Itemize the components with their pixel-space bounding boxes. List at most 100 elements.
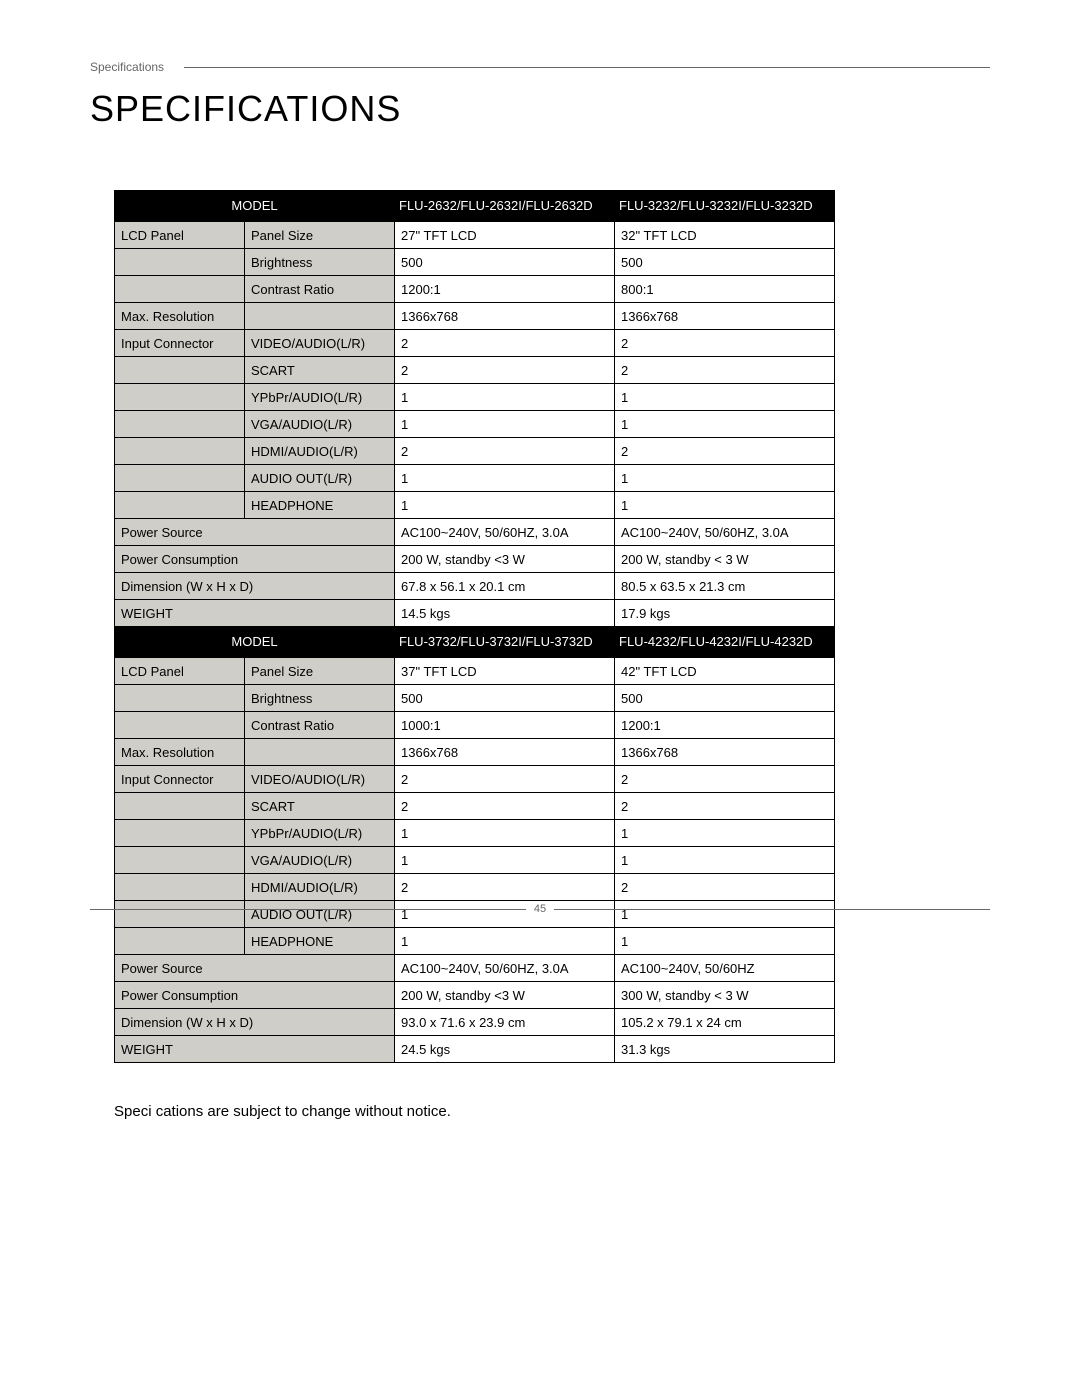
row-group: Power Source xyxy=(115,519,395,546)
spec-row: Power Consumption 200 W, standby <3 W 20… xyxy=(115,546,835,573)
row-label: AUDIO OUT(L/R) xyxy=(245,465,395,492)
row-label: YPbPr/AUDIO(L/R) xyxy=(245,384,395,411)
spec-row: WEIGHT 14.5 kgs 17.9 kgs xyxy=(115,600,835,627)
row-value-b: 2 xyxy=(615,357,835,384)
row-value-b: 1 xyxy=(615,411,835,438)
row-value-b: 32" TFT LCD xyxy=(615,222,835,249)
row-label: YPbPr/AUDIO(L/R) xyxy=(245,820,395,847)
row-group xyxy=(115,685,245,712)
row-label: SCART xyxy=(245,793,395,820)
spec-row: Max. Resolution 1366x768 1366x768 xyxy=(115,739,835,766)
row-value-b: 1366x768 xyxy=(615,303,835,330)
row-group: Input Connector xyxy=(115,330,245,357)
row-value-b: 1 xyxy=(615,492,835,519)
row-label xyxy=(245,303,395,330)
spec-row: Input Connector VIDEO/AUDIO(L/R) 2 2 xyxy=(115,766,835,793)
row-label: Contrast Ratio xyxy=(245,276,395,303)
row-value-a: 2 xyxy=(395,874,615,901)
row-group xyxy=(115,928,245,955)
header-rule xyxy=(184,67,990,68)
row-label: SCART xyxy=(245,357,395,384)
row-group: Max. Resolution xyxy=(115,739,245,766)
row-value-b: 1 xyxy=(615,465,835,492)
spec-row: Contrast Ratio 1000:1 1200:1 xyxy=(115,712,835,739)
row-value-b: 300 W, standby < 3 W xyxy=(615,982,835,1009)
spec-row: Brightness 500 500 xyxy=(115,249,835,276)
row-value-a: 1000:1 xyxy=(395,712,615,739)
spec-row: Input Connector VIDEO/AUDIO(L/R) 2 2 xyxy=(115,330,835,357)
spec-row: Power Source AC100~240V, 50/60HZ, 3.0A A… xyxy=(115,519,835,546)
row-value-a: 2 xyxy=(395,438,615,465)
row-group xyxy=(115,276,245,303)
row-value-b: 31.3 kgs xyxy=(615,1036,835,1063)
row-value-a: 93.0 x 71.6 x 23.9 cm xyxy=(395,1009,615,1036)
row-label: Contrast Ratio xyxy=(245,712,395,739)
column-b-header: FLU-4232/FLU-4232I/FLU-4232D xyxy=(615,627,835,658)
row-label: VGA/AUDIO(L/R) xyxy=(245,411,395,438)
row-value-b: 17.9 kgs xyxy=(615,600,835,627)
spec-row: VGA/AUDIO(L/R) 1 1 xyxy=(115,411,835,438)
row-group xyxy=(115,847,245,874)
spec-row: HEADPHONE 1 1 xyxy=(115,928,835,955)
row-label: HEADPHONE xyxy=(245,928,395,955)
column-a-header: FLU-2632/FLU-2632I/FLU-2632D xyxy=(395,191,615,222)
spec-row: Dimension (W x H x D) 67.8 x 56.1 x 20.1… xyxy=(115,573,835,600)
spec-row: Brightness 500 500 xyxy=(115,685,835,712)
row-value-a: 1 xyxy=(395,492,615,519)
row-group xyxy=(115,820,245,847)
row-value-a: 67.8 x 56.1 x 20.1 cm xyxy=(395,573,615,600)
row-value-a: 1 xyxy=(395,928,615,955)
row-value-a: 14.5 kgs xyxy=(395,600,615,627)
row-value-a: 1200:1 xyxy=(395,276,615,303)
row-value-a: 200 W, standby <3 W xyxy=(395,546,615,573)
page-footer: 45 xyxy=(90,903,990,915)
row-group: LCD Panel xyxy=(115,658,245,685)
running-header-label: Specifications xyxy=(90,60,164,74)
footer-rule-left xyxy=(90,909,526,910)
column-a-header: FLU-3732/FLU-3732I/FLU-3732D xyxy=(395,627,615,658)
row-label: HEADPHONE xyxy=(245,492,395,519)
row-value-a: 1 xyxy=(395,411,615,438)
spec-row: YPbPr/AUDIO(L/R) 1 1 xyxy=(115,384,835,411)
row-value-a: 1366x768 xyxy=(395,303,615,330)
row-group: Dimension (W x H x D) xyxy=(115,573,395,600)
row-value-a: 2 xyxy=(395,793,615,820)
spec-row: HDMI/AUDIO(L/R) 2 2 xyxy=(115,438,835,465)
row-value-b: 1200:1 xyxy=(615,712,835,739)
row-value-b: 1 xyxy=(615,384,835,411)
row-value-a: 2 xyxy=(395,330,615,357)
row-label: HDMI/AUDIO(L/R) xyxy=(245,438,395,465)
running-header: Specifications xyxy=(90,60,990,74)
row-value-b: AC100~240V, 50/60HZ, 3.0A xyxy=(615,519,835,546)
row-label: Panel Size xyxy=(245,658,395,685)
row-label xyxy=(245,739,395,766)
spec-table-1: MODEL FLU-2632/FLU-2632I/FLU-2632D FLU-3… xyxy=(114,190,835,627)
row-value-b: 1 xyxy=(615,847,835,874)
row-value-a: 1366x768 xyxy=(395,739,615,766)
row-value-a: 37" TFT LCD xyxy=(395,658,615,685)
spec-row: WEIGHT 24.5 kgs 31.3 kgs xyxy=(115,1036,835,1063)
row-group: Power Consumption xyxy=(115,546,395,573)
spec-row: Max. Resolution 1366x768 1366x768 xyxy=(115,303,835,330)
row-group xyxy=(115,438,245,465)
row-value-b: 500 xyxy=(615,249,835,276)
row-value-a: 1 xyxy=(395,465,615,492)
spec-row: HDMI/AUDIO(L/R) 2 2 xyxy=(115,874,835,901)
model-header: MODEL xyxy=(115,627,395,658)
row-group: Power Consumption xyxy=(115,982,395,1009)
row-value-a: AC100~240V, 50/60HZ, 3.0A xyxy=(395,955,615,982)
model-header: MODEL xyxy=(115,191,395,222)
row-group xyxy=(115,357,245,384)
row-group xyxy=(115,793,245,820)
column-b-header: FLU-3232/FLU-3232I/FLU-3232D xyxy=(615,191,835,222)
page-title: SPECIFICATIONS xyxy=(90,88,990,130)
row-value-b: 2 xyxy=(615,793,835,820)
row-value-a: 2 xyxy=(395,357,615,384)
row-value-b: 500 xyxy=(615,685,835,712)
row-value-b: AC100~240V, 50/60HZ xyxy=(615,955,835,982)
spec-row: LCD Panel Panel Size 27" TFT LCD 32" TFT… xyxy=(115,222,835,249)
row-group xyxy=(115,492,245,519)
row-value-b: 2 xyxy=(615,874,835,901)
spec-row: Power Consumption 200 W, standby <3 W 30… xyxy=(115,982,835,1009)
spec-row: LCD Panel Panel Size 37" TFT LCD 42" TFT… xyxy=(115,658,835,685)
